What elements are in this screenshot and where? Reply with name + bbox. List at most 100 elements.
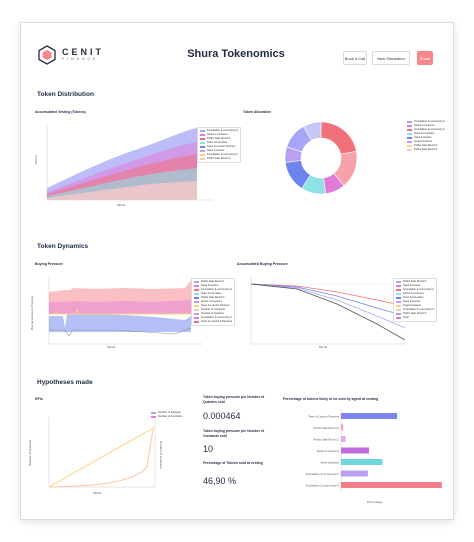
vesting-legend-item[interactable]: Public Sale Round 1: [200, 137, 238, 141]
legend-swatch: [407, 124, 412, 128]
accumulated-buying-legend: Public Sale Round 1 Seed Investors Foundat…: [393, 278, 437, 322]
percentage-bar[interactable]: [341, 482, 442, 488]
legend-swatch: [407, 144, 412, 148]
allocation-legend-item[interactable]: Foundation & community A: [407, 120, 445, 124]
legend-swatch: [396, 296, 401, 300]
legend-label: Foundation & community II: [403, 308, 434, 311]
buying-xlabel: Month: [107, 345, 116, 349]
section-title-distribution: Token Distribution: [37, 91, 94, 98]
legend-label: Team & Founders: [403, 296, 424, 299]
allocation-legend-item[interactable]: Seed Investors: [407, 136, 445, 140]
legend-swatch: [194, 292, 199, 296]
vesting-legend-item[interactable]: Team & Launch Partners: [200, 145, 238, 149]
allocation-legend-item[interactable]: Angel Investors: [407, 140, 445, 144]
accumulated-buying-chart: [250, 277, 406, 345]
vesting-legend-item[interactable]: Series A Investors: [200, 133, 238, 137]
legend-label: Series A Investors: [414, 124, 435, 127]
buying-legend-item[interactable]: Number of Quarries: [194, 312, 232, 316]
percentage-bar[interactable]: [341, 447, 369, 454]
percentage-bar[interactable]: [341, 424, 344, 431]
accumulated-buying-legend-item[interactable]: Seed Investors: [396, 284, 434, 288]
buying-legend-item[interactable]: Team & Launch Partners: [194, 304, 232, 308]
legend-label: Team & Founders: [414, 132, 435, 135]
vesting-legend: Foundation & community A Series A Investo…: [197, 127, 241, 163]
allocation-legend-item[interactable]: Public Sale Round 1: [407, 148, 445, 152]
metric-label-1: Token buying pressure per Number of Quar…: [203, 395, 265, 404]
buying-legend-item[interactable]: Foundation & community A: [194, 288, 232, 292]
legend-label: Public Sale Round II: [207, 157, 231, 160]
buying-legend-item[interactable]: Team & Founders: [194, 292, 232, 296]
percentage-bar-label: Foundation & community A: [306, 484, 340, 488]
allocation-legend-item[interactable]: Public Sale Round 2: [407, 144, 445, 148]
accumulated-buying-legend-item[interactable]: Angel Investors: [396, 304, 434, 308]
legend-swatch: [194, 320, 199, 324]
buying-legend-item[interactable]: Series A Investors: [194, 300, 232, 304]
legend-label: Angel Investors: [403, 304, 421, 307]
accumulated-buying-legend-item[interactable]: Public Sale Round 1: [396, 280, 434, 284]
legend-swatch: [200, 157, 205, 161]
vesting-legend-item[interactable]: Public Sale Round II: [200, 157, 238, 161]
share-button[interactable]: Share: [417, 51, 433, 65]
legend-label: Public Sale Round 1: [207, 137, 231, 140]
percentage-bar[interactable]: [341, 413, 397, 419]
legend-label: Foundation & community A: [403, 288, 434, 291]
vesting-legend-item[interactable]: Foundation & community A: [200, 129, 238, 133]
percentage-bar-label: Public Sale Round 1: [314, 438, 340, 442]
logo[interactable]: CENIT FINANCE: [37, 45, 104, 65]
legend-label: Team & Founders: [201, 292, 222, 295]
percentage-bar[interactable]: [341, 459, 383, 465]
legend-swatch: [194, 316, 199, 320]
kpis-legend-item[interactable]: Number of Contracts: [151, 415, 182, 419]
legend-label: Seed Investors: [403, 300, 421, 303]
accumulated-buying-legend-item[interactable]: Total: [396, 316, 434, 320]
vesting-legend-item[interactable]: Seed Investors: [200, 149, 238, 153]
allocation-legend-item[interactable]: Team & Founders: [407, 132, 445, 136]
buying-legend-item[interactable]: Team & Launch & Partners: [194, 320, 232, 324]
percentage-bar[interactable]: [341, 436, 346, 442]
legend-swatch: [194, 296, 199, 300]
accumulated-buying-legend-item[interactable]: Public Sale Round 2: [396, 312, 434, 316]
allocation-legend-item[interactable]: Series A Investors: [407, 124, 445, 128]
legend-label: Angel Investors: [414, 140, 432, 143]
legend-swatch: [200, 137, 205, 141]
legend-swatch: [194, 284, 199, 288]
kpis-chart-title: KPIs: [35, 397, 43, 401]
kpi-quarries-line: [48, 426, 156, 488]
new-simulation-button[interactable]: New Simulation: [372, 51, 410, 65]
allocation-legend: Foundation & community A Series A Investo…: [407, 120, 445, 152]
legend-swatch: [396, 280, 401, 284]
legend-label: Seed Investors: [207, 149, 225, 152]
legend-label: Foundation & community A: [207, 129, 238, 132]
legend-swatch: [194, 288, 199, 292]
legend-label: Public Sale Round 2: [414, 144, 438, 147]
buying-series-4: [49, 308, 191, 315]
vesting-legend-item[interactable]: Team & Founders: [200, 141, 238, 145]
allocation-legend-item[interactable]: Foundation & community II: [407, 128, 445, 132]
accumulated-buying-legend-item[interactable]: Series A Investors: [396, 292, 434, 296]
buying-legend-item[interactable]: Number of Contracts: [194, 308, 232, 312]
percentage-bar-label: Series A Investors: [317, 449, 340, 453]
accumulated-buying-legend-item[interactable]: Foundation & community A: [396, 288, 434, 292]
percentage-xlabel: Percentage: [367, 500, 383, 504]
book-call-button[interactable]: Book a Call: [343, 51, 367, 65]
buying-legend-item[interactable]: Foundation & community II: [194, 316, 232, 320]
percentage-bar[interactable]: [341, 470, 368, 477]
kpis-legend: Number of Quarries Number of Contracts: [151, 411, 182, 419]
percentage-bar-label: Public Sale Round 2: [314, 426, 340, 430]
legend-label: Number of Quarries: [158, 411, 181, 414]
legend-swatch: [396, 308, 401, 312]
accumulated-buying-legend-item[interactable]: Foundation & community II: [396, 308, 434, 312]
vesting-legend-item[interactable]: Foundation & community II: [200, 153, 238, 157]
kpis-legend-item[interactable]: Number of Quarries: [151, 411, 182, 415]
allocation-slice[interactable]: [320, 121, 357, 155]
allocation-slice[interactable]: [303, 121, 322, 141]
buying-legend-item[interactable]: Public Sale Round 2: [194, 296, 232, 300]
buying-legend-item[interactable]: Seed Investors: [194, 284, 232, 288]
accumulated-buying-legend-item[interactable]: Seed Investors: [396, 300, 434, 304]
legend-label: Foundation & community A: [201, 288, 232, 291]
accumulated-buying-xlabel: Month: [319, 345, 328, 349]
legend-label: Public Sale Round 1: [201, 280, 225, 283]
accumulated-buying-legend-item[interactable]: Team & Founders: [396, 296, 434, 300]
buying-series-1: [49, 280, 191, 314]
buying-legend-item[interactable]: Public Sale Round 1: [194, 280, 232, 284]
